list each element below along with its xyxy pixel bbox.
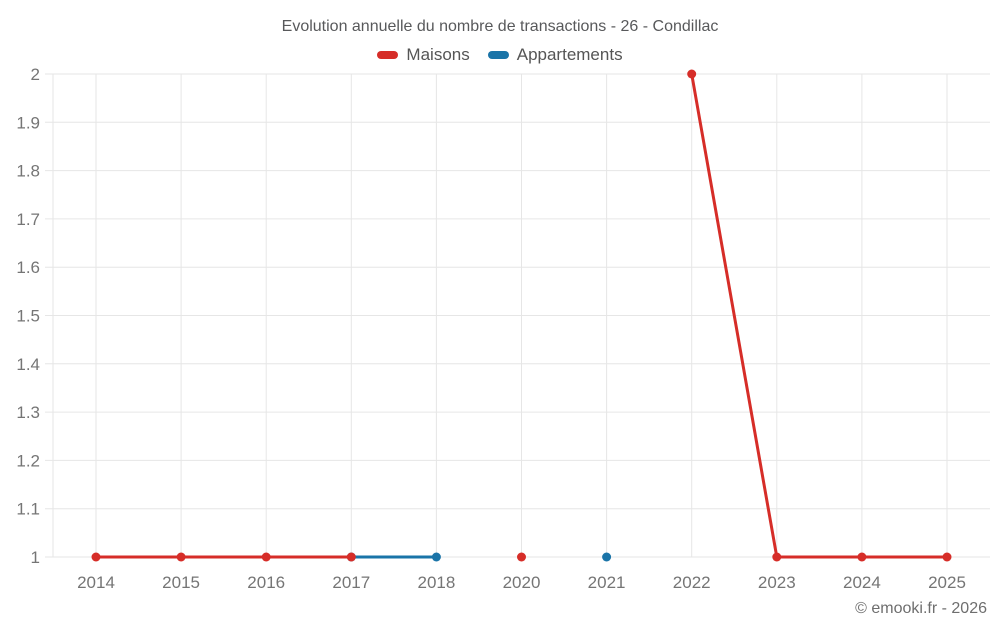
x-axis-label: 2025	[928, 573, 966, 592]
data-point-maisons-2017[interactable]	[346, 552, 356, 562]
x-axis-label: 2018	[417, 573, 455, 592]
legend-item-maisons[interactable]: Maisons	[377, 45, 470, 65]
x-axis-label: 2020	[503, 573, 541, 592]
x-axis-label: 2017	[332, 573, 370, 592]
chart-legend: Maisons Appartements	[0, 45, 1000, 65]
legend-item-appartements[interactable]: Appartements	[487, 45, 623, 65]
y-axis-label: 1.6	[16, 258, 40, 277]
legend-swatch-appartements-icon	[487, 51, 509, 59]
data-point-maisons-2016[interactable]	[261, 552, 271, 562]
y-axis-label: 1.8	[16, 162, 40, 181]
series-line-maisons	[690, 72, 949, 559]
x-axis-label: 2021	[588, 573, 626, 592]
data-point-maisons-2020[interactable]	[517, 552, 526, 562]
y-axis-label: 1.3	[16, 403, 40, 422]
data-point-appartements-2021[interactable]	[602, 552, 612, 562]
x-axis-label: 2015	[162, 573, 200, 592]
data-point-maisons-2014[interactable]	[91, 552, 101, 562]
legend-swatch-maisons-icon	[377, 51, 399, 59]
y-axis-label: 1.7	[16, 210, 40, 229]
chart-title: Evolution annuelle du nombre de transact…	[281, 18, 719, 35]
y-axis-label: 1.9	[16, 113, 40, 132]
data-point-maisons-2025[interactable]	[942, 552, 952, 562]
data-point-appartements-2018[interactable]	[431, 552, 441, 562]
y-axis-label: 1.1	[16, 500, 40, 519]
data-point-maisons-2022[interactable]	[687, 69, 697, 79]
x-axis-label: 2023	[758, 573, 796, 592]
x-axis-label: 2016	[247, 573, 285, 592]
x-axis-label: 2024	[843, 573, 881, 592]
x-axis-label: 2014	[77, 573, 115, 592]
x-axis-label: 2022	[673, 573, 711, 592]
y-axis-label: 1.4	[16, 355, 40, 374]
y-axis-label: 1.2	[16, 451, 40, 470]
y-axis-label: 2	[31, 65, 40, 84]
y-axis-label: 1	[31, 548, 40, 567]
data-point-maisons-2023[interactable]	[772, 552, 782, 562]
legend-label-maisons: Maisons	[406, 45, 470, 64]
y-axis-label: 1.5	[16, 307, 40, 326]
data-point-maisons-2024[interactable]	[857, 552, 867, 562]
legend-label-appartements: Appartements	[516, 45, 623, 64]
credit-text: © emooki.fr - 2026	[855, 600, 987, 617]
data-point-maisons-2015[interactable]	[176, 552, 186, 562]
